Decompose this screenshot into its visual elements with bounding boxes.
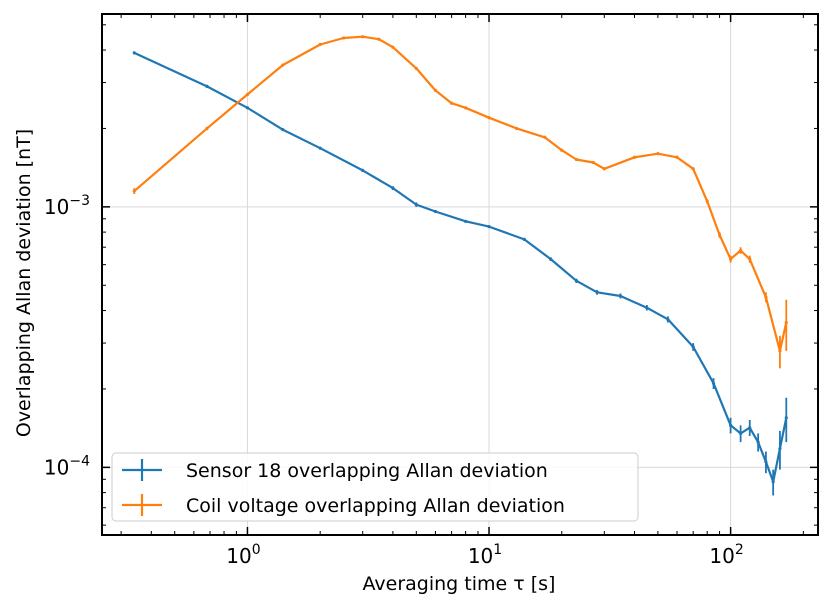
series-layer (132, 35, 788, 496)
data-point (717, 233, 722, 237)
x-axis-label: Averaging time τ [s] (363, 573, 556, 595)
y-tick-label: 10−4 (44, 453, 90, 479)
data-point (691, 167, 695, 171)
data-point (377, 37, 381, 41)
data-point (778, 349, 782, 353)
tick-labels: 100 101 102 10−3 10−4 (44, 193, 744, 568)
data-point (729, 423, 733, 427)
x-tick-label: 100 (226, 542, 260, 568)
data-point (281, 63, 285, 67)
data-point (764, 460, 768, 464)
data-point (543, 135, 547, 139)
data-point (632, 155, 637, 159)
data-point (618, 294, 623, 298)
series-line (133, 35, 788, 352)
y-tick-label: 10−3 (44, 193, 90, 219)
data-point (361, 35, 365, 39)
data-point (756, 440, 760, 444)
data-point (656, 152, 660, 156)
data-point (391, 45, 395, 49)
data-point (675, 155, 679, 159)
data-point (433, 88, 438, 92)
data-point (391, 186, 395, 190)
y-axis-label: Overlapping Allan deviation [nT] (13, 129, 35, 437)
legend: Sensor 18 overlapping Allan deviation Co… (111, 452, 639, 522)
series-0 (132, 51, 788, 496)
data-point (748, 426, 752, 430)
data-point (205, 84, 209, 89)
data-point (522, 237, 526, 242)
data-point (739, 248, 743, 253)
data-point (739, 431, 743, 436)
data-point (574, 157, 579, 162)
legend-entry-coil: Coil voltage overlapping Allan deviation (122, 494, 565, 517)
data-point (245, 92, 250, 97)
data-point (764, 295, 768, 299)
data-point (414, 66, 418, 71)
data-point (245, 106, 250, 110)
data-point (691, 345, 695, 349)
x-tick-label: 102 (709, 542, 743, 568)
data-point (705, 199, 709, 203)
data-point (729, 257, 733, 261)
data-point (574, 279, 579, 283)
data-point (771, 480, 775, 484)
legend-label-sensor: Sensor 18 overlapping Allan deviation (186, 460, 548, 482)
data-point (591, 160, 595, 165)
data-point (784, 416, 788, 420)
data-point (595, 290, 599, 294)
series-line (133, 51, 788, 483)
data-point (464, 106, 468, 110)
legend-box (111, 452, 639, 522)
data-point (414, 203, 418, 207)
data-point (464, 219, 468, 223)
data-point (778, 447, 782, 451)
series-1 (132, 35, 788, 369)
data-point (205, 126, 209, 131)
data-point (433, 209, 438, 214)
ticks (102, 14, 818, 535)
data-point (514, 126, 519, 131)
data-point (784, 320, 788, 325)
data-point (132, 189, 136, 193)
data-point (361, 168, 365, 173)
data-point (341, 36, 346, 40)
x-tick-label: 101 (468, 542, 502, 568)
legend-entry-sensor: Sensor 18 overlapping Allan deviation (122, 459, 548, 482)
plot-frame (101, 13, 819, 536)
data-point (487, 116, 491, 120)
data-point (318, 146, 322, 150)
data-point (711, 381, 716, 386)
data-point (645, 306, 649, 310)
data-point (132, 51, 136, 55)
data-point (748, 257, 752, 261)
data-point (560, 148, 564, 152)
data-point (487, 224, 491, 229)
legend-label-coil: Coil voltage overlapping Allan deviation (186, 495, 565, 517)
data-point (602, 167, 606, 171)
data-point (450, 101, 454, 105)
data-point (549, 257, 553, 261)
data-point (318, 42, 322, 47)
data-point (281, 127, 285, 132)
data-point (666, 317, 670, 321)
